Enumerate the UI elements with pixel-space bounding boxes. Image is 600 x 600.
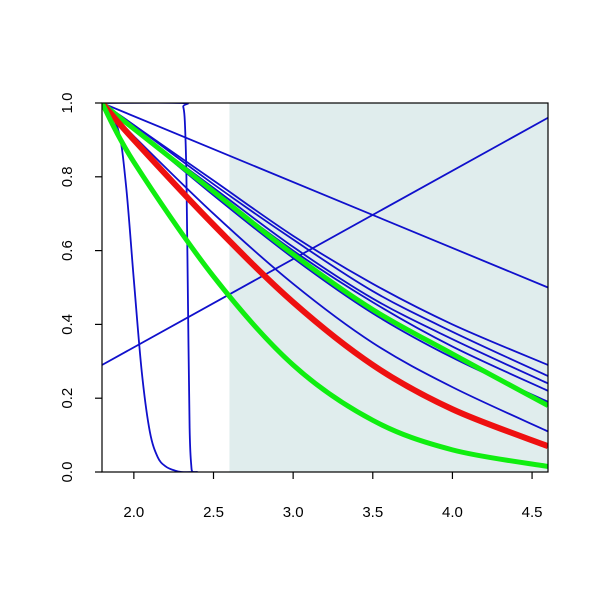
y-tick-label: 0.6 — [59, 240, 76, 261]
shaded-region — [229, 103, 548, 472]
x-tick-label: 4.0 — [442, 504, 463, 521]
x-tick-label: 2.5 — [203, 504, 224, 521]
plot-frame — [101, 102, 549, 473]
series-line-13 — [102, 103, 548, 469]
series-line-2 — [102, 103, 548, 289]
series-line-3 — [102, 103, 198, 472]
y-tick-label: 0.8 — [59, 166, 76, 187]
axes-layer: 2.0 2.5 3.0 3.5 4.0 4.5 0.0 0.2 0.4 0.6 0.8 1.0 — [59, 93, 543, 521]
x-tick-label: 3.0 — [283, 504, 304, 521]
y-tick-label: 1.0 — [59, 93, 76, 114]
series-line-1 — [102, 116, 548, 366]
x-tick-label: 2.0 — [123, 504, 144, 521]
x-tick-label: 4.5 — [522, 504, 543, 521]
y-tick-label: 0.0 — [59, 462, 76, 483]
y-tick-label: 0.2 — [59, 388, 76, 409]
x-tick-label: 3.5 — [362, 504, 383, 521]
series-line-4 — [102, 103, 198, 472]
series-line-11 — [102, 103, 548, 408]
series-line-12 — [102, 103, 548, 449]
series-line-6 — [102, 103, 548, 377]
y-tick-label: 0.4 — [59, 314, 76, 335]
series-layer — [102, 103, 548, 472]
